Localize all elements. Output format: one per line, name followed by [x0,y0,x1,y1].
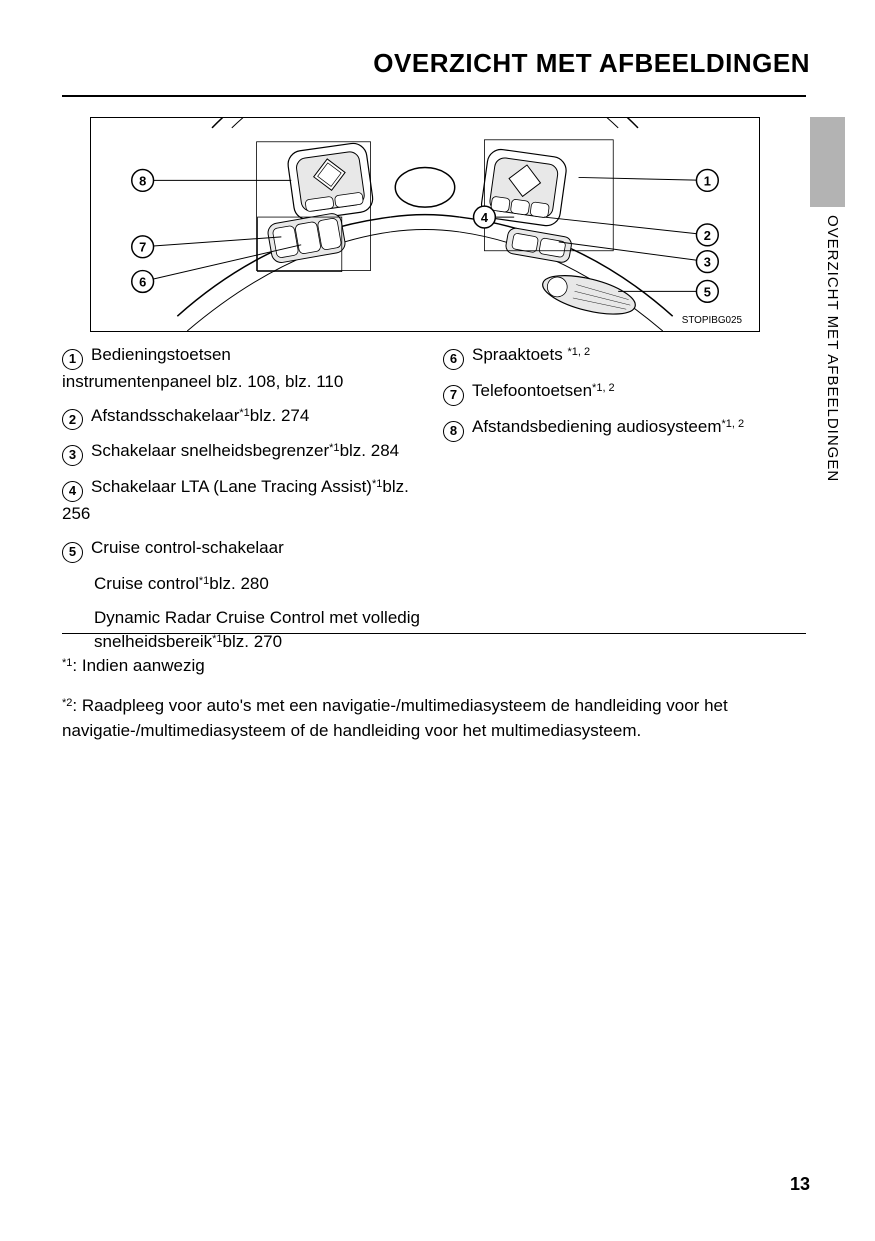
footnote-2: *2: Raadpleeg voor auto's met een naviga… [62,693,806,744]
callout-number: 6 [443,349,464,370]
diagram-svg: 8 7 6 1 4 2 3 5 STOPIBG025 [91,118,759,331]
legend-text: Cruise control [94,574,199,593]
callout-number: 2 [62,409,83,430]
superscript: *1, 2 [567,346,590,358]
callout-number: 4 [62,481,83,502]
superscript: *1, 2 [722,418,745,430]
superscript: *1 [212,633,222,645]
svg-text:2: 2 [704,228,711,243]
legend-item: 6 Spraaktoets *1, 2 [443,343,806,370]
legend-item: 4Schakelaar LTA (Lane Tracing Assist)*1b… [62,475,425,527]
svg-text:8: 8 [139,173,146,188]
legend-text: Schakelaar LTA (Lane Tracing Assist) [91,477,372,496]
legend-item: 2 Afstandsschakelaar*1blz. 274 [62,404,425,431]
svg-text:5: 5 [704,284,711,299]
svg-text:4: 4 [481,210,489,225]
superscript: *1 [239,407,249,419]
side-tab [810,117,845,207]
footnote-1: *1: Indien aanwezig [62,653,806,679]
page-title: OVERZICHT MET AFBEELDINGEN [373,48,810,79]
legend-text: Schakelaar snelheidsbegrenzer [91,441,329,460]
legend-text: Telefoontoetsen [472,381,592,400]
page-ref: blz. 284 [340,441,400,460]
legend-text: Afstandsbediening audiosysteem [472,417,722,436]
page-ref: blz. 274 [250,406,310,425]
svg-text:1: 1 [704,173,711,188]
legend-text: Bedieningstoetsen [91,345,231,364]
superscript: *1 [329,442,339,454]
legend-subtext: instrumentenpaneel blz. 108, blz. 110 [62,372,343,391]
legend-item: 3 Schakelaar snelheidsbegrenzer*1blz. 284 [62,439,425,466]
legend-nested-item: Dynamic Radar Cruise Control met volledi… [94,606,425,655]
steering-wheel-diagram: 8 7 6 1 4 2 3 5 STOPIBG025 [90,117,760,332]
horizontal-rule-top [62,95,806,97]
callout-number: 7 [443,385,464,406]
callout-number: 8 [443,421,464,442]
superscript: *1 [62,657,72,669]
legend-item: 5 Cruise control-schakelaar [62,536,425,563]
footnotes: *1: Indien aanwezig *2: Raadpleeg voor a… [62,653,806,758]
superscript: *2 [62,697,72,709]
callout-number: 5 [62,542,83,563]
legend-item: 1 Bedieningstoetsen instrumentenpaneel bl… [62,343,425,395]
superscript: *1, 2 [592,382,615,394]
legend-right-column: 6Spraaktoets *1, 2 7Telefoontoetsen*1, 2… [443,343,806,664]
footnote-text: : Raadpleeg voor auto's met een navigati… [62,696,728,741]
diagram-code: STOPIBG025 [682,315,743,326]
legend-item: 8 Afstandsbediening audiosysteem*1, 2 [443,415,806,442]
svg-text:7: 7 [139,240,146,255]
footnote-text: : Indien aanwezig [72,656,204,675]
legend: 1 Bedieningstoetsen instrumentenpaneel bl… [62,343,806,664]
svg-text:6: 6 [139,274,146,289]
svg-text:3: 3 [704,255,711,270]
superscript: *1 [199,575,209,587]
horizontal-rule-mid [62,633,806,634]
page-ref: blz. 280 [209,574,269,593]
legend-text: Cruise control-schakelaar [91,538,284,557]
callout-number: 1 [62,349,83,370]
side-label: OVERZICHT MET AFBEELDINGEN [824,215,841,482]
legend-text: Spraaktoets [472,345,563,364]
page-number: 13 [790,1174,810,1195]
callout-number: 3 [62,445,83,466]
legend-left-column: 1 Bedieningstoetsen instrumentenpaneel bl… [62,343,425,664]
legend-nested-item: Cruise control*1blz. 280 [94,572,425,597]
legend-text: Afstandsschakelaar [91,406,239,425]
superscript: *1 [372,478,382,490]
legend-item: 7 Telefoontoetsen*1, 2 [443,379,806,406]
page-ref: blz. 270 [223,632,283,651]
